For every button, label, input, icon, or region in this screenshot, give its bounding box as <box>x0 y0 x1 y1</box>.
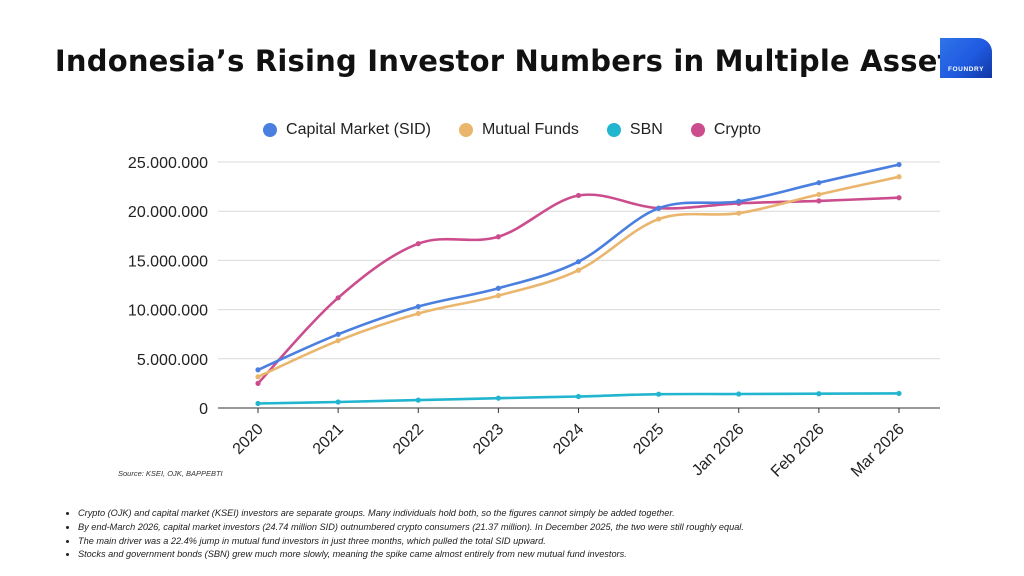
legend-item-crypto: Crypto <box>690 121 761 139</box>
series-line-crypto <box>256 193 901 385</box>
data-point-crypto <box>896 195 902 201</box>
data-point-sbn <box>255 400 261 407</box>
y-tick-label: 20.000.000 <box>128 204 208 221</box>
legend-marker-crypto <box>690 123 705 137</box>
x-tick-label: 2025 <box>630 421 667 458</box>
legend-label-crypto: Crypto <box>713 121 761 138</box>
data-point-sbn <box>415 397 421 403</box>
data-point-mutual-funds <box>335 338 341 344</box>
chart-legend: Capital Market (SID) Mutual Funds SBN Cr… <box>0 121 1024 139</box>
data-point-capital-market-sid <box>495 285 501 291</box>
data-point-mutual-funds <box>575 267 582 273</box>
y-tick-label: 0 <box>199 401 208 418</box>
data-point-mutual-funds <box>255 374 261 380</box>
foundry-logo: FOUNDRY <box>940 38 992 78</box>
legend-item-sbn: SBN <box>606 121 663 139</box>
data-point-mutual-funds <box>656 216 662 222</box>
series-line-mutual-funds <box>256 175 901 379</box>
x-tick-label: Jan 2026 <box>689 421 748 480</box>
y-tick-label: 25.000.000 <box>128 155 208 172</box>
note-item: Crypto (OJK) and capital market (KSEI) i… <box>78 507 1008 521</box>
data-point-mutual-funds <box>816 191 822 198</box>
data-point-capital-market-sid <box>255 367 261 373</box>
legend-label-mutual-funds: Mutual Funds <box>481 121 579 138</box>
data-point-capital-market-sid <box>896 161 902 168</box>
note-item: Stocks and government bonds (SBN) grew m… <box>78 548 1008 562</box>
data-point-crypto <box>415 241 421 247</box>
data-point-sbn <box>816 391 822 397</box>
data-point-capital-market-sid <box>816 180 822 186</box>
data-point-capital-market-sid <box>736 198 742 204</box>
data-point-capital-market-sid <box>415 303 421 310</box>
data-point-crypto <box>816 198 822 204</box>
data-point-sbn <box>736 391 742 397</box>
y-tick-label: 5.000.000 <box>137 352 208 369</box>
x-tick-label: Feb 2026 <box>768 421 828 481</box>
data-point-crypto <box>335 295 341 301</box>
logo-text: FOUNDRY <box>947 66 985 73</box>
legend-item-capital-market: Capital Market (SID) <box>263 121 431 139</box>
legend-marker-sbn <box>606 123 621 137</box>
x-tick-label: 2022 <box>390 421 427 458</box>
legend-marker-mutual-funds <box>458 123 473 137</box>
notes-list: Crypto (OJK) and capital market (KSEI) i… <box>64 507 1008 562</box>
x-tick-label: 2024 <box>550 421 587 458</box>
data-point-crypto <box>575 192 582 199</box>
x-tick-label: Mar 2026 <box>848 421 908 481</box>
data-point-mutual-funds <box>736 210 742 216</box>
data-point-crypto <box>255 380 261 386</box>
data-point-capital-market-sid <box>335 331 341 337</box>
y-tick-label: 15.000.000 <box>128 253 208 270</box>
data-point-sbn <box>575 393 582 400</box>
chart-title: Indonesia’s Rising Investor Numbers in M… <box>54 44 970 78</box>
note-item: The main driver was a 22.4% jump in mutu… <box>78 535 1008 549</box>
data-point-mutual-funds <box>415 310 421 317</box>
data-point-capital-market-sid <box>656 205 662 211</box>
data-point-mutual-funds <box>495 293 501 299</box>
x-tick-label: 2020 <box>230 421 267 458</box>
note-item: By end-March 2026, capital market invest… <box>78 521 1008 535</box>
data-point-sbn <box>656 391 662 397</box>
data-point-mutual-funds <box>896 174 902 180</box>
legend-marker-capital-market <box>263 123 278 137</box>
x-tick-label: 2021 <box>310 421 347 458</box>
data-point-capital-market-sid <box>575 259 582 265</box>
x-tick-label: 2023 <box>470 421 507 458</box>
legend-item-mutual-funds: Mutual Funds <box>458 121 579 139</box>
source-note: Source: KSEI, OJK, BAPPEBTI <box>118 469 223 478</box>
legend-label-capital-market: Capital Market (SID) <box>286 121 431 138</box>
data-point-sbn <box>896 390 902 397</box>
data-point-crypto <box>495 234 501 240</box>
data-point-sbn <box>335 399 341 405</box>
y-tick-label: 10.000.000 <box>128 303 208 320</box>
legend-label-sbn: SBN <box>629 121 663 138</box>
data-point-sbn <box>495 395 501 401</box>
